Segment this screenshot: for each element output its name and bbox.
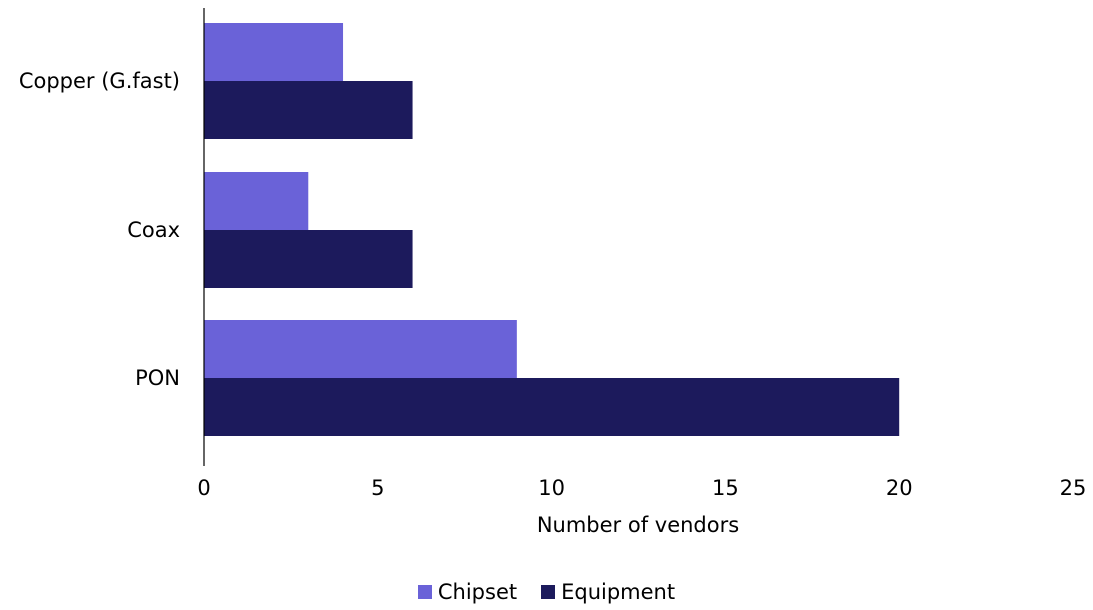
x-tick-label: 15 <box>712 476 739 500</box>
y-tick-label: Copper (G.fast) <box>19 69 180 93</box>
y-tick-labels: Copper (G.fast) Coax PON <box>19 69 180 390</box>
x-tick-label: 25 <box>1060 476 1087 500</box>
x-tick-label: 10 <box>538 476 565 500</box>
bar-chipset-copper-g-fast <box>204 23 344 81</box>
legend-label-equipment: Equipment <box>561 580 676 604</box>
x-tick-label: 5 <box>371 476 384 500</box>
bar-chipset-coax <box>204 172 309 230</box>
x-tick-labels: 0 5 10 15 20 25 <box>197 476 1086 500</box>
y-tick-label: Coax <box>127 218 180 242</box>
bar-equipment-pon <box>204 378 900 436</box>
x-tick-label: 0 <box>197 476 210 500</box>
bar-equipment-coax <box>204 230 413 288</box>
legend-label-chipset: Chipset <box>437 580 518 604</box>
bars-layer <box>204 23 900 436</box>
y-tick-label: PON <box>135 366 180 390</box>
legend-swatch-equipment <box>541 585 556 599</box>
bar-equipment-copper-g-fast <box>204 81 413 139</box>
legend-item-chipset: Chipset <box>417 580 518 604</box>
bar-chipset-pon <box>204 320 517 378</box>
legend-item-equipment: Equipment <box>541 580 675 604</box>
legend: Chipset Equipment <box>0 580 1093 604</box>
x-tick-label: 20 <box>886 476 913 500</box>
x-axis-title: Number of vendors <box>537 513 739 537</box>
legend-swatch-chipset <box>417 585 432 599</box>
